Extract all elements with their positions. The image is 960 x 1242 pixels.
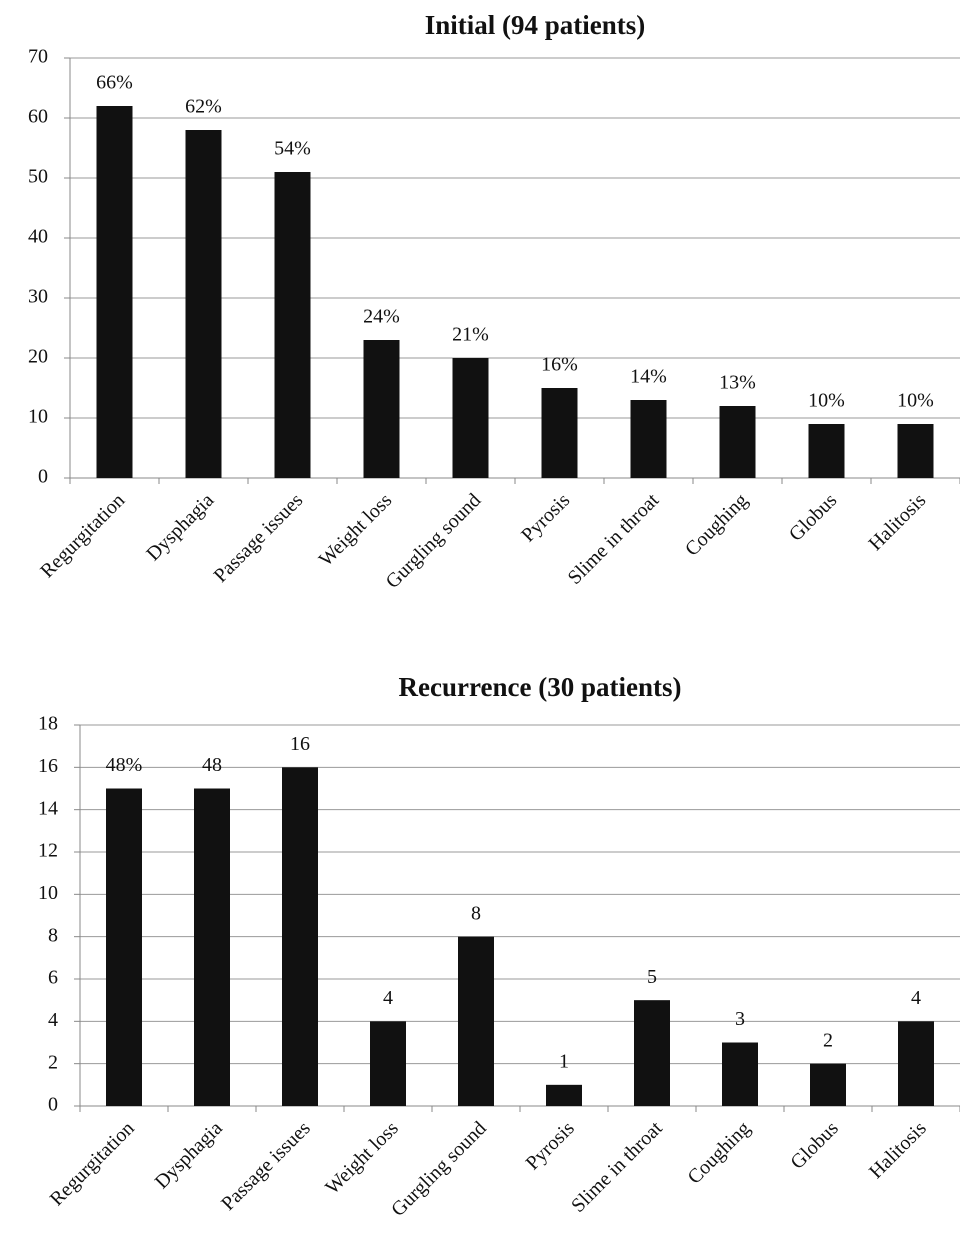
x-tick-label: Regurgitation	[46, 1117, 139, 1210]
y-tick-label: 60	[28, 106, 48, 128]
bar-annotation: 24%	[363, 306, 400, 328]
x-tick-label: Passage issues	[210, 489, 308, 587]
x-tick-label: Weight loss	[321, 1117, 403, 1199]
bar-annotation: 16	[290, 733, 310, 755]
chart: Recurrence (30 patients)0246810121416184…	[38, 672, 960, 1221]
bar	[898, 1021, 934, 1106]
bar-annotation: 16%	[541, 354, 578, 376]
x-tick-label: Dysphagia	[151, 1117, 227, 1193]
bar-annotation: 2	[823, 1029, 833, 1051]
bar	[96, 106, 133, 478]
bar-annotation: 4	[383, 987, 393, 1009]
y-tick-label: 8	[48, 924, 58, 946]
bar	[630, 400, 667, 478]
bar-annotation: 4	[911, 987, 921, 1009]
bar-annotation: 1	[559, 1050, 569, 1072]
bar	[282, 767, 318, 1106]
chart-title: Initial (94 patients)	[425, 10, 646, 40]
bar-annotation: 10%	[808, 390, 845, 412]
y-tick-label: 30	[28, 286, 48, 308]
bar	[810, 1063, 846, 1106]
y-tick-label: 20	[28, 346, 48, 368]
x-tick-label: Halitosis	[864, 489, 930, 555]
bar-annotation: 54%	[274, 138, 311, 160]
chart-title: Recurrence (30 patients)	[399, 672, 682, 702]
x-tick-label: Coughing	[683, 1117, 754, 1188]
x-tick-label: Coughing	[681, 489, 752, 560]
x-tick-label: Halitosis	[865, 1117, 931, 1183]
bar	[897, 424, 934, 478]
y-tick-label: 70	[28, 46, 48, 68]
x-tick-label: Globus	[786, 1117, 843, 1174]
bar	[185, 130, 222, 478]
bar-annotation: 21%	[452, 324, 489, 346]
bar-annotation: 3	[735, 1008, 745, 1030]
y-tick-label: 16	[38, 755, 58, 777]
x-tick-label: Regurgitation	[36, 489, 129, 582]
bar	[106, 788, 142, 1106]
y-tick-label: 12	[38, 840, 58, 862]
bar-annotation: 8	[471, 902, 481, 924]
x-tick-label: Weight loss	[315, 489, 397, 571]
bar	[370, 1021, 406, 1106]
x-tick-label: Dysphagia	[142, 489, 218, 565]
x-tick-label: Passage issues	[217, 1117, 315, 1215]
bar-annotation: 10%	[897, 390, 934, 412]
bar-annotation: 13%	[719, 372, 756, 394]
x-tick-label: Gurgling sound	[382, 489, 486, 593]
bar-annotation: 66%	[96, 72, 133, 94]
bar	[452, 358, 489, 478]
bar-annotation: 5	[647, 966, 657, 988]
y-tick-label: 50	[28, 166, 48, 188]
bar	[274, 172, 311, 478]
bar-annotation: 62%	[185, 96, 222, 118]
bar-annotation: 48	[202, 754, 222, 776]
bar	[194, 788, 230, 1106]
x-tick-label: Globus	[785, 489, 842, 546]
y-tick-label: 0	[38, 466, 48, 488]
y-tick-label: 4	[48, 1009, 58, 1031]
y-tick-label: 18	[38, 713, 58, 735]
bar	[541, 388, 578, 478]
bar	[719, 406, 756, 478]
bar	[722, 1042, 758, 1106]
bar	[808, 424, 845, 478]
bar	[546, 1084, 582, 1106]
y-tick-label: 14	[38, 797, 58, 819]
x-tick-label: Slime in throat	[567, 1117, 667, 1217]
bar	[363, 340, 400, 478]
bar-annotation: 14%	[630, 366, 667, 388]
y-tick-label: 6	[48, 967, 58, 989]
y-tick-label: 0	[48, 1094, 58, 1116]
x-tick-label: Pyrosis	[517, 489, 574, 546]
bar-annotation: 48%	[106, 754, 143, 776]
x-tick-label: Slime in throat	[564, 489, 664, 589]
y-tick-label: 40	[28, 226, 48, 248]
chart: Initial (94 patients) 0 10 20 30 40 50 60 70 66% R…	[28, 10, 960, 593]
bar	[458, 936, 494, 1106]
x-tick-label: Pyrosis	[522, 1117, 579, 1174]
y-tick-label: 2	[48, 1051, 58, 1073]
y-tick-label: 10	[38, 882, 58, 904]
bar	[634, 1000, 670, 1106]
y-tick-label: 10	[28, 406, 48, 428]
